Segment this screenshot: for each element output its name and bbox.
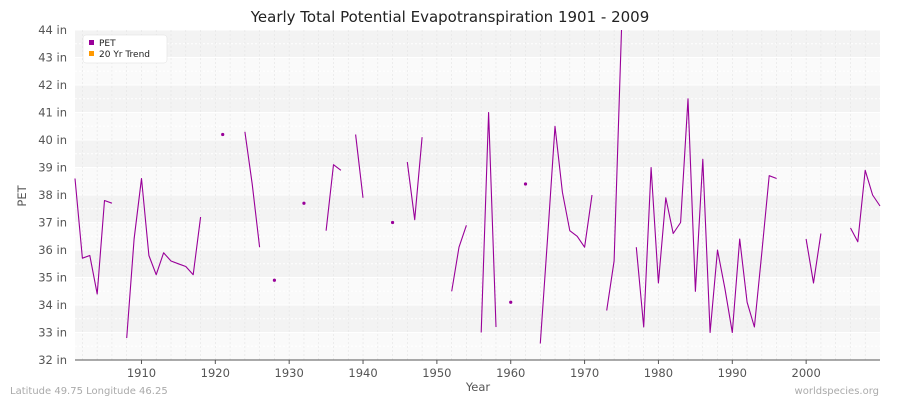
x-axis-title: Year — [465, 380, 491, 394]
y-tick-label: 39 in — [38, 161, 67, 175]
pet-line-segment — [850, 169, 881, 243]
y-tick-label: 37 in — [38, 216, 67, 230]
pet-line-segment — [355, 134, 364, 198]
plot-band — [75, 250, 880, 278]
y-tick-label: 34 in — [38, 298, 67, 312]
pet-line-segment — [74, 178, 113, 295]
grid-lines — [75, 29, 880, 361]
x-tick-label: 2000 — [792, 366, 821, 380]
x-tick-label: 1920 — [201, 366, 230, 380]
y-axis-title: PET — [15, 184, 29, 206]
x-tick-label: 1960 — [496, 366, 525, 380]
pet-point — [523, 182, 528, 186]
plot-band — [75, 195, 880, 223]
legend-label-trend: 20 Yr Trend — [99, 50, 150, 60]
pet-line-segment — [480, 111, 497, 333]
series-pet — [74, 29, 881, 344]
pet-point — [272, 278, 277, 282]
pet-line-segment — [539, 125, 593, 344]
y-tick-label: 32 in — [38, 353, 67, 367]
y-tick-label: 35 in — [38, 271, 67, 285]
chart-title: Yearly Total Potential Evapotranspiratio… — [250, 8, 650, 26]
pet-point — [390, 220, 395, 225]
x-axis-ticks: 1910 1920 1930 1940 1950 1960 1970 1980 1990 2000 — [127, 360, 821, 380]
plot-band — [75, 85, 880, 113]
pet-line-segment — [805, 233, 822, 284]
pet-point — [221, 132, 225, 137]
y-tick-label: 44 in — [38, 23, 67, 37]
pet-line-segment — [635, 98, 777, 334]
pet-line-segment — [126, 177, 202, 339]
x-tick-label: 1970 — [570, 366, 599, 380]
y-axis-ticks: 32 in 33 in 34 in 35 in 36 in 37 in 38 in 39 in… — [38, 23, 67, 367]
x-tick-label: 1990 — [718, 366, 747, 380]
x-tick-label: 1930 — [275, 366, 304, 380]
pet-line-segment — [451, 225, 467, 292]
x-tick-label: 1940 — [348, 366, 377, 380]
x-tick-label: 1980 — [644, 366, 673, 380]
pet-point — [509, 300, 513, 304]
legend-swatch-pet — [89, 40, 94, 45]
x-tick-label: 1950 — [422, 366, 451, 380]
y-tick-label: 38 in — [38, 188, 67, 202]
plot-band — [75, 30, 880, 58]
legend-box — [82, 34, 168, 64]
footer-location: Latitude 49.75 Longitude 46.25 — [10, 386, 168, 397]
footer-source: worldspecies.org — [795, 386, 879, 397]
plot-band — [75, 305, 880, 333]
y-tick-label: 41 in — [38, 106, 67, 120]
legend-swatch-trend — [89, 51, 94, 56]
x-tick-label: 1910 — [127, 366, 156, 380]
y-tick-label: 36 in — [38, 243, 67, 257]
legend: PET 20 Yr Trend — [82, 34, 168, 64]
y-tick-label: 33 in — [38, 326, 67, 340]
pet-line-segment — [244, 131, 261, 248]
pet-point — [302, 201, 306, 205]
legend-label-pet: PET — [99, 39, 116, 49]
y-tick-label: 40 in — [38, 133, 67, 147]
y-tick-label: 42 in — [38, 78, 67, 92]
y-tick-label: 43 in — [38, 51, 67, 65]
pet-line-segment — [606, 29, 623, 311]
pet-line-segment — [406, 137, 423, 221]
plot-band — [75, 140, 880, 168]
pet-line-segment — [325, 164, 342, 231]
